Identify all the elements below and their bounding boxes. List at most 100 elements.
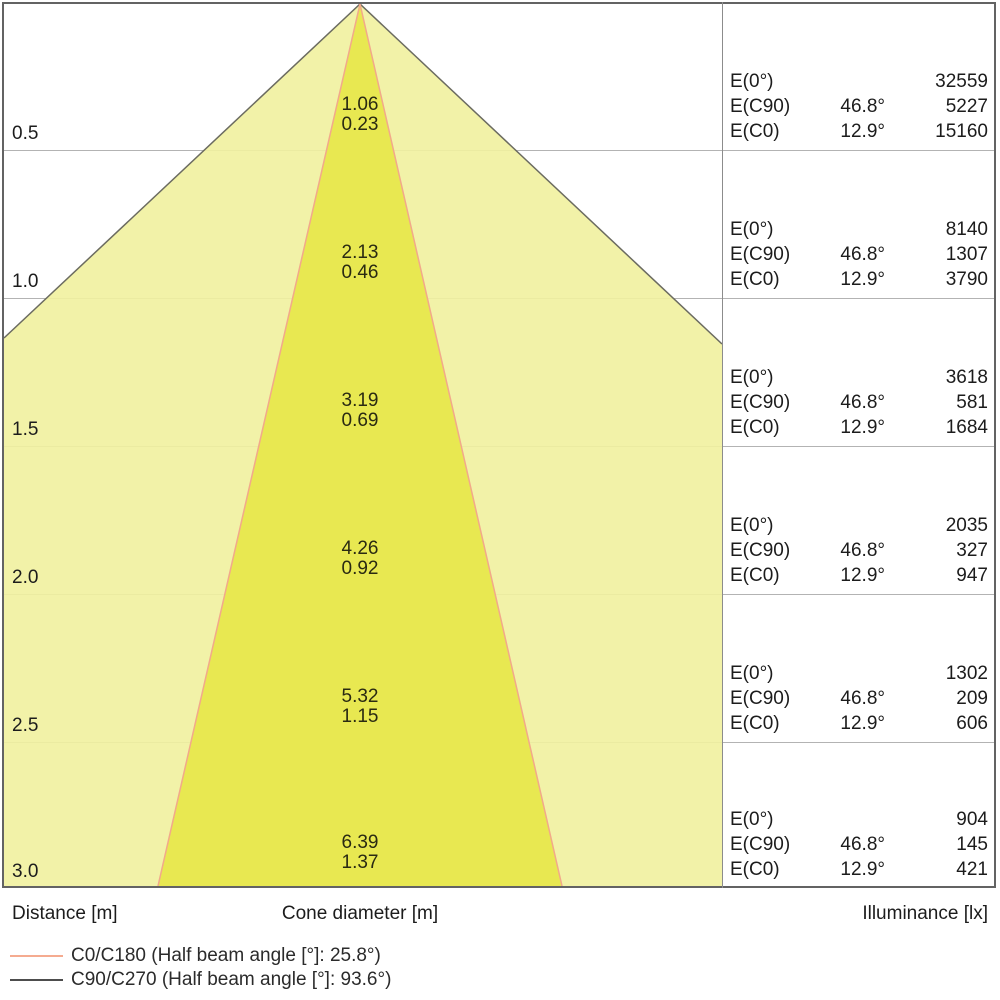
illuminance-row-ec0: E(C0) 12.9° 606: [730, 711, 988, 736]
ec0-label: E(C0): [730, 121, 780, 142]
ec90-angle: 46.8°: [840, 834, 885, 855]
illuminance-block: E(0°) 8140 E(C90) 46.8° 1307 E(C0) 12.9° 3790: [730, 217, 988, 292]
e0-value: 32559: [935, 71, 988, 92]
ec0-label: E(C0): [730, 417, 780, 438]
ec90-label: E(C90): [730, 96, 791, 117]
cone-diameter-values: 4.26 0.92: [280, 539, 440, 579]
cone-diameter-values: 2.13 0.46: [280, 243, 440, 283]
ec90-angle: 46.8°: [840, 244, 885, 265]
illuminance-row-ec0: E(C0) 12.9° 1684: [730, 415, 988, 440]
ec0-label: E(C0): [730, 565, 780, 586]
ec0-label: E(C0): [730, 713, 780, 734]
distance-tick: 1.0: [12, 271, 39, 292]
ec90-label: E(C90): [730, 540, 791, 561]
distance-axis-label: Distance [m]: [12, 903, 118, 924]
e0-value: 8140: [945, 219, 988, 240]
illuminance-row-ec90: E(C90) 46.8° 1307: [730, 242, 988, 267]
cone-diameter-c0: 1.37: [341, 852, 379, 873]
ec0-value: 947: [956, 565, 988, 586]
cone-diameter-values: 1.06 0.23: [280, 95, 440, 135]
illuminance-row-ec90: E(C90) 46.8° 5227: [730, 94, 988, 119]
e0-angle: [825, 513, 885, 538]
panel-divider: [722, 2, 723, 888]
cone-diameter-c90: 6.39: [341, 832, 379, 853]
cone-diameter-values: 3.19 0.69: [280, 391, 440, 431]
illuminance-row-ec90: E(C90) 46.8° 581: [730, 390, 988, 415]
ec90-value: 1307: [945, 244, 988, 265]
illuminance-row-e0: E(0°) 3618: [730, 365, 988, 390]
ec90-angle: 46.8°: [840, 96, 885, 117]
e0-value: 1302: [945, 663, 988, 684]
illuminance-block: E(0°) 3618 E(C90) 46.8° 581 E(C0) 12.9° 1684: [730, 365, 988, 440]
cone-diameter-axis-label: Cone diameter [m]: [281, 903, 439, 924]
illuminance-row-ec0: E(C0) 12.9° 15160: [730, 119, 988, 144]
distance-tick: 1.5: [12, 419, 39, 440]
ec0-angle: 12.9°: [840, 859, 885, 880]
ec0-angle: 12.9°: [840, 565, 885, 586]
distance-tick: 0.5: [12, 123, 39, 144]
cone-diameter-c0: 0.23: [341, 114, 379, 135]
distance-tick: 3.0: [12, 861, 39, 882]
illuminance-block: E(0°) 2035 E(C90) 46.8° 327 E(C0) 12.9° 947: [730, 513, 988, 588]
e0-angle: [825, 807, 885, 832]
e0-value: 2035: [945, 515, 988, 536]
ec0-label: E(C0): [730, 859, 780, 880]
illuminance-axis-label: Illuminance [lx]: [862, 903, 988, 924]
ec0-label: E(C0): [730, 269, 780, 290]
ec0-value: 15160: [935, 121, 988, 142]
ec0-angle: 12.9°: [840, 269, 885, 290]
ec90-value: 5227: [945, 96, 988, 117]
c0-c180-cone-shape: [158, 4, 562, 886]
illuminance-row-e0: E(0°) 2035: [730, 513, 988, 538]
e0-value: 904: [956, 809, 988, 830]
cone-diameter-c0: 0.92: [341, 558, 379, 579]
ec90-value: 581: [956, 392, 988, 413]
ec0-value: 421: [956, 859, 988, 880]
ec90-angle: 46.8°: [840, 688, 885, 709]
c90-beam-edge-left: [4, 4, 361, 339]
legend-label-c0-c180: C0/C180 (Half beam angle [°]: 25.8°): [71, 945, 381, 966]
illuminance-block: E(0°) 904 E(C90) 46.8° 145 E(C0) 12.9° 421: [730, 807, 988, 882]
e0-label: E(0°): [730, 515, 774, 536]
ec90-label: E(C90): [730, 244, 791, 265]
cone-diameter-c90: 3.19: [341, 390, 379, 411]
illuminance-block: E(0°) 1302 E(C90) 46.8° 209 E(C0) 12.9° 606: [730, 661, 988, 736]
cone-diameter-c0: 0.46: [341, 262, 379, 283]
e0-label: E(0°): [730, 809, 774, 830]
illuminance-row-ec0: E(C0) 12.9° 421: [730, 857, 988, 882]
c0-beam-edge-left: [157, 4, 361, 886]
illuminance-row-e0: E(0°) 32559: [730, 69, 988, 94]
e0-angle: [825, 69, 885, 94]
illuminance-row-e0: E(0°) 904: [730, 807, 988, 832]
ec90-angle: 46.8°: [840, 540, 885, 561]
cone-diameter-c90: 5.32: [341, 686, 379, 707]
legend-label-c90-c270: C90/C270 (Half beam angle [°]: 93.6°): [71, 969, 392, 990]
illuminance-row-ec0: E(C0) 12.9° 947: [730, 563, 988, 588]
illuminance-row-ec90: E(C90) 46.8° 145: [730, 832, 988, 857]
cone-diameter-values: 6.39 1.37: [280, 833, 440, 873]
illuminance-row-ec90: E(C90) 46.8° 209: [730, 686, 988, 711]
cone-diameter-c0: 0.69: [341, 410, 379, 431]
ec0-angle: 12.9°: [840, 121, 885, 142]
illuminance-row-ec90: E(C90) 46.8° 327: [730, 538, 988, 563]
c90-beam-edge-right: [359, 4, 722, 345]
ec0-value: 3790: [945, 269, 988, 290]
c90-c270-line-swatch: [10, 979, 63, 981]
legend-entry-c0-c180: C0/C180 (Half beam angle [°]: 25.8°): [10, 944, 381, 968]
legend-entry-c90-c270: C90/C270 (Half beam angle [°]: 93.6°): [10, 968, 391, 992]
c0-c180-line-swatch: [10, 955, 63, 957]
e0-label: E(0°): [730, 219, 774, 240]
distance-tick: 2.0: [12, 567, 39, 588]
illuminance-row-e0: E(0°) 1302: [730, 661, 988, 686]
c0-beam-edge-right: [359, 4, 563, 886]
e0-value: 3618: [945, 367, 988, 388]
ec0-angle: 12.9°: [840, 417, 885, 438]
cone-diameter-c90: 1.06: [341, 94, 379, 115]
ec90-label: E(C90): [730, 688, 791, 709]
ec0-value: 1684: [945, 417, 988, 438]
ec90-label: E(C90): [730, 834, 791, 855]
cone-diameter-c90: 2.13: [341, 242, 379, 263]
e0-angle: [825, 217, 885, 242]
illuminance-block: E(0°) 32559 E(C90) 46.8° 5227 E(C0) 12.9° 151…: [730, 69, 988, 144]
